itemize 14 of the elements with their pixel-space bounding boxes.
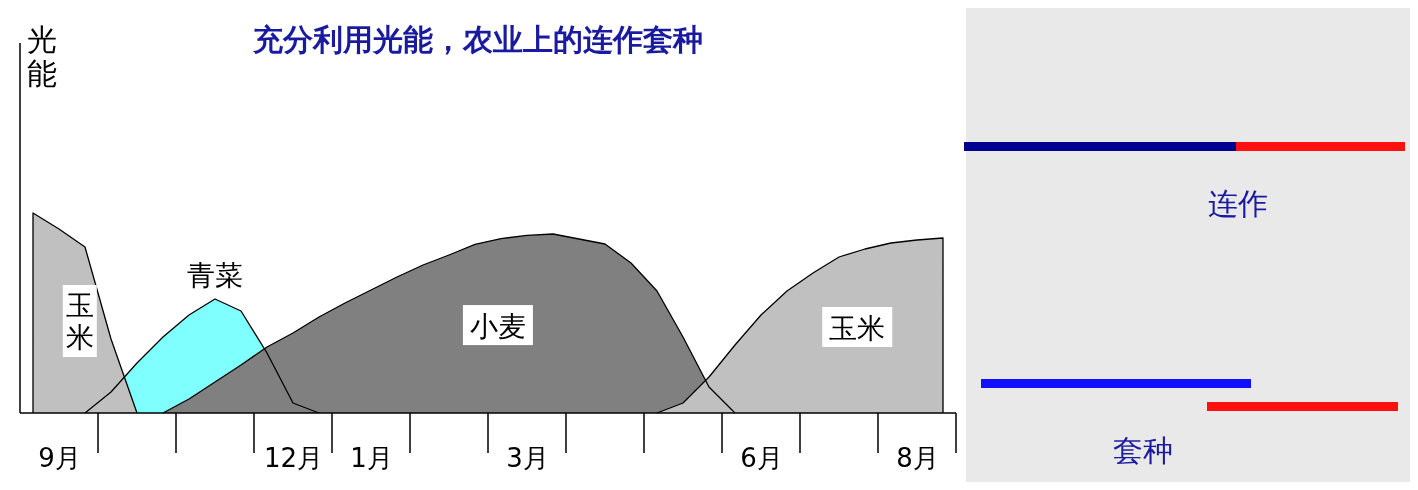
- series-label: 青菜: [187, 259, 243, 292]
- series-label: 玉米: [65, 289, 94, 354]
- x-tick-label: 8月: [896, 443, 939, 474]
- text: 连作: [1208, 186, 1268, 221]
- text: 套种: [1113, 433, 1173, 468]
- x-tick-label: 1月: [350, 443, 393, 474]
- x-tick-label: 6月: [740, 443, 783, 474]
- x-tick-label: 12月: [263, 443, 324, 474]
- x-tick-label: 3月: [506, 443, 549, 474]
- chart-title: 充分利用光能，农业上的连作套种: [252, 22, 703, 57]
- y-axis-title: 光能: [27, 22, 57, 91]
- x-tick-label: 9月: [38, 443, 81, 474]
- series-label: 玉米: [829, 312, 886, 345]
- series-label: 小麦: [469, 310, 526, 344]
